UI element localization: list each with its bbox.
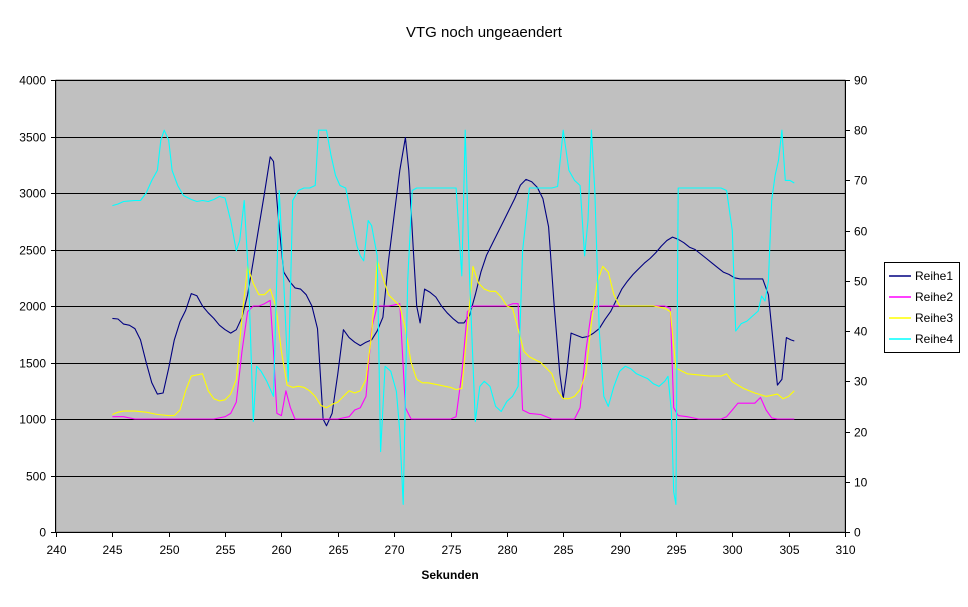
- x-tick-label: 275: [441, 543, 461, 557]
- y-tick-label: 1000: [19, 413, 46, 427]
- y2-tick-label: 80: [854, 124, 868, 138]
- y2-tick-label: 60: [854, 225, 868, 239]
- y-tick-label: 500: [26, 470, 46, 484]
- x-axis-label: Sekunden: [421, 568, 478, 582]
- y-tick-label: 3500: [19, 131, 46, 145]
- y2-tick-label: 50: [854, 275, 868, 289]
- x-tick-label: 260: [271, 543, 291, 557]
- y-tick-label: 2000: [19, 300, 46, 314]
- x-axis: 240 245 250 255 260 265 270 275 280 285 290 295 300 3…: [46, 532, 856, 557]
- y2-tick-label: 40: [854, 325, 868, 339]
- series-line-reihe4: [112, 129, 795, 505]
- x-tick-label: 270: [384, 543, 404, 557]
- legend-label: Reihe3: [915, 311, 953, 325]
- y-tick-label: 2500: [19, 244, 46, 258]
- x-tick-label: 305: [779, 543, 799, 557]
- series-line-reihe2: [112, 299, 795, 420]
- y-axis-right: 0 10 20 30 40 50 60 70 80 90: [845, 74, 868, 540]
- y2-tick-label: 0: [854, 526, 861, 540]
- y-tick-label: 3000: [19, 187, 46, 201]
- legend-box: [884, 262, 960, 353]
- chart-title: VTG noch ungeaendert: [406, 24, 563, 41]
- y-tick-label: 0: [39, 526, 46, 540]
- x-tick-label: 295: [666, 543, 686, 557]
- y2-tick-label: 90: [854, 74, 868, 88]
- y-axis-left: 0 500 1000 1500 2000 2500 3000 3500 4000: [19, 74, 56, 540]
- y2-tick-label: 10: [854, 476, 868, 490]
- y2-tick-label: 30: [854, 375, 868, 389]
- legend: Reihe1 Reihe2 Reihe3 Reihe4: [884, 262, 960, 353]
- x-tick-label: 285: [553, 543, 573, 557]
- x-tick-label: 240: [46, 543, 66, 557]
- y2-tick-label: 70: [854, 174, 868, 188]
- x-tick-label: 280: [497, 543, 517, 557]
- x-tick-label: 250: [159, 543, 179, 557]
- y2-tick-label: 20: [854, 426, 868, 440]
- x-tick-label: 245: [102, 543, 122, 557]
- y-tick-label: 4000: [19, 74, 46, 88]
- x-tick-label: 265: [328, 543, 348, 557]
- series-line-reihe3: [112, 260, 795, 417]
- x-tick-label: 255: [215, 543, 235, 557]
- x-tick-label: 290: [610, 543, 630, 557]
- series-lines: [112, 129, 795, 505]
- series-line-reihe1: [112, 137, 795, 427]
- legend-label: Reihe2: [915, 290, 953, 304]
- y-tick-label: 1500: [19, 357, 46, 371]
- x-tick-label: 310: [835, 543, 855, 557]
- x-tick-label: 300: [722, 543, 742, 557]
- legend-label: Reihe4: [915, 332, 953, 346]
- legend-label: Reihe1: [915, 269, 953, 283]
